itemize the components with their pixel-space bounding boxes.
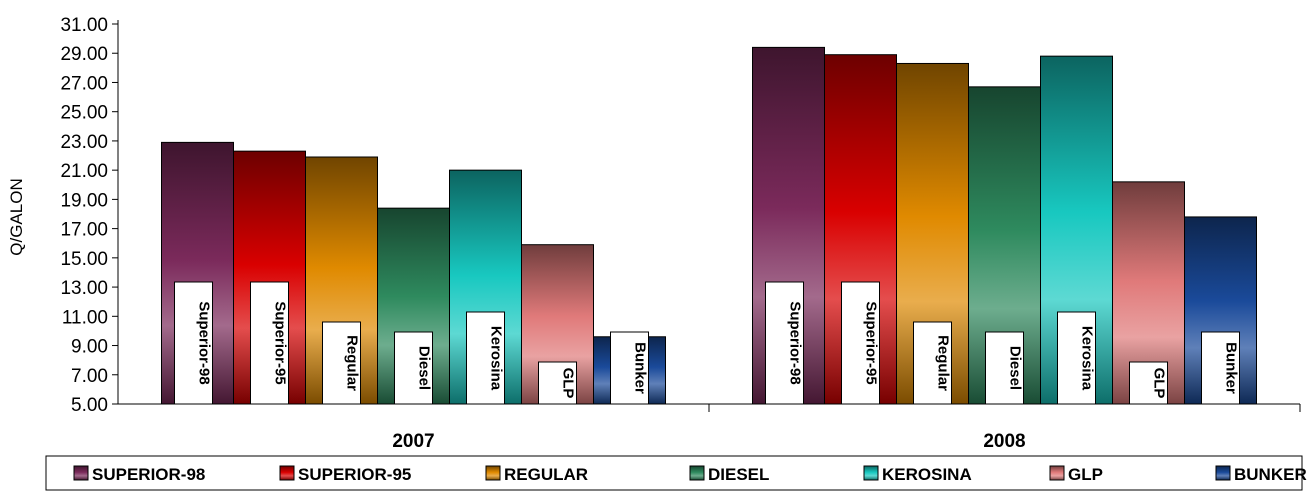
- bar-label: Regular: [935, 335, 952, 391]
- y-tick-label: 21.00: [60, 161, 108, 182]
- legend: SUPERIOR-98 SUPERIOR-95 REGULAR DIESEL KEROS…: [45, 455, 1307, 491]
- y-tick-label: 25.00: [60, 103, 108, 124]
- bar-label: Superior-98: [787, 301, 804, 384]
- legend-swatch-bunker: [1215, 465, 1231, 481]
- legend-swatch-regular: [485, 465, 501, 481]
- y-tick-label: 7.00: [71, 366, 108, 387]
- bar-label: Bunker: [1223, 342, 1240, 394]
- y-tick-label: 23.00: [60, 132, 108, 153]
- legend-swatch-superior-95: [279, 465, 295, 481]
- y-tick-label: 5.00: [71, 395, 108, 416]
- bar-label: Superior-95: [863, 301, 880, 384]
- y-tick-label: 15.00: [60, 249, 108, 270]
- legend-swatch-diesel: [689, 465, 705, 481]
- y-tick-label: 19.00: [60, 190, 108, 211]
- bar-label-box: [841, 281, 880, 405]
- legend-swatch-superior-98: [73, 465, 89, 481]
- legend-swatch-glp: [1049, 465, 1065, 481]
- bar-label: Diesel: [1007, 346, 1024, 390]
- bar-label: Kerosina: [1079, 326, 1096, 391]
- legend-entry-kerosina: KEROSINA: [882, 465, 972, 484]
- y-tick-label: 11.00: [62, 307, 108, 328]
- legend-entry-regular: REGULAR: [504, 465, 588, 484]
- bar-label: Diesel: [416, 346, 433, 390]
- bar-label-box: [1201, 331, 1240, 405]
- bar-label: Kerosina: [488, 326, 505, 391]
- y-tick-label: 27.00: [60, 73, 108, 94]
- bar-label-box: [322, 321, 361, 405]
- y-tick-label: 17.00: [60, 220, 108, 241]
- bar-label: Regular: [344, 335, 361, 391]
- bar-label-box: [174, 281, 213, 405]
- bar-label-box: [1057, 311, 1096, 405]
- legend-frame: [45, 455, 1303, 491]
- legend-entry-bunker: BUNKER: [1234, 465, 1307, 484]
- legend-entry-superior-95: SUPERIOR-95: [298, 465, 411, 484]
- bar-label-box: [250, 281, 289, 405]
- bar-label-box: [1129, 361, 1168, 405]
- bar-label-box: [610, 331, 649, 405]
- x-category-label: 2007: [392, 431, 434, 452]
- legend-entry-superior-98: SUPERIOR-98: [92, 465, 205, 484]
- y-tick-label: 9.00: [71, 337, 108, 358]
- bar-label: Bunker: [632, 342, 649, 394]
- bar-label-box: [538, 361, 577, 405]
- y-axis-label: Q/GALON: [7, 178, 26, 255]
- y-tick-label: 29.00: [60, 44, 108, 65]
- y-tick-label: 13.00: [60, 278, 108, 299]
- bar-label-box: [985, 331, 1024, 405]
- bar-label: GLP: [560, 368, 577, 399]
- legend-entry-diesel: DIESEL: [708, 465, 769, 484]
- plot-area: 5.00 7.00 9.00 11.00 13.00 15.00 17.00 19.00 21.…: [60, 15, 1301, 452]
- bar-label-box: [765, 281, 804, 405]
- bar-label-box: [466, 311, 505, 405]
- bar-label-box: [913, 321, 952, 405]
- y-tick-label: 31.00: [60, 15, 108, 36]
- bar-label: GLP: [1151, 368, 1168, 399]
- x-category-label: 2008: [983, 431, 1025, 452]
- bar-label: Superior-98: [196, 301, 213, 384]
- bar-label: Superior-95: [272, 301, 289, 384]
- legend-swatch-kerosina: [863, 465, 879, 481]
- bar-label-box: [394, 331, 433, 405]
- legend-entry-glp: GLP: [1068, 465, 1103, 484]
